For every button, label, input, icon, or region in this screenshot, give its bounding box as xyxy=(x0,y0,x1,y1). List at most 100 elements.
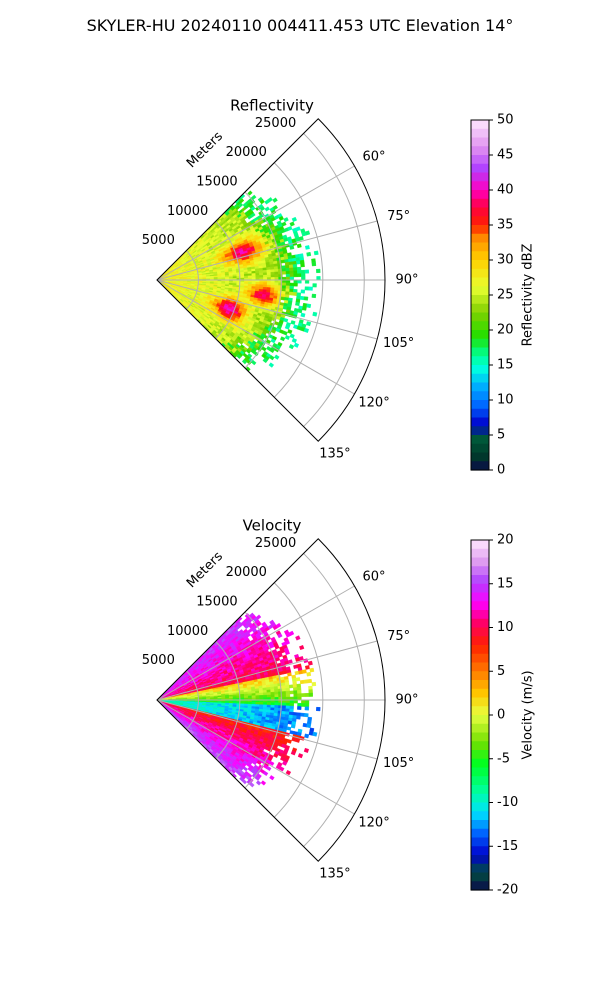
data-cell xyxy=(232,696,237,699)
data-cell xyxy=(298,236,304,241)
data-cell xyxy=(281,285,287,289)
data-cell xyxy=(266,689,271,693)
data-cell xyxy=(289,267,294,272)
data-cell xyxy=(247,190,253,196)
data-cell xyxy=(293,342,300,348)
colorbar-segment xyxy=(471,330,489,340)
data-cell xyxy=(303,296,309,301)
data-cell xyxy=(285,285,291,290)
data-cell xyxy=(295,301,300,307)
angle-tick-label: 75° xyxy=(387,209,410,224)
data-cell xyxy=(312,283,317,288)
data-cell xyxy=(287,329,293,335)
colorbar-segment xyxy=(471,172,489,182)
radial-tick-label: 5000 xyxy=(142,233,175,248)
data-cell xyxy=(291,337,298,344)
data-cell xyxy=(289,333,295,339)
radial-tick-label: 15000 xyxy=(196,175,237,190)
data-cell xyxy=(287,225,293,231)
data-cell xyxy=(281,688,287,692)
data-cell xyxy=(297,273,302,278)
colorbar-tick-label: 45 xyxy=(497,148,514,163)
data-cell xyxy=(270,274,275,278)
data-cell xyxy=(274,285,279,289)
data-cell xyxy=(280,259,286,264)
data-cell xyxy=(283,318,289,323)
colorbar-segment xyxy=(471,347,489,357)
data-cell xyxy=(285,273,291,278)
data-cell xyxy=(281,271,287,275)
data-cell xyxy=(274,688,279,693)
data-cell xyxy=(285,705,291,710)
colorbar-segment xyxy=(471,321,489,331)
data-cell xyxy=(285,270,291,275)
data-cell xyxy=(262,272,268,276)
data-cell xyxy=(240,275,245,279)
data-cell xyxy=(279,336,286,342)
data-cell xyxy=(311,258,316,263)
data-cell xyxy=(266,282,272,286)
data-cell xyxy=(281,705,287,709)
data-cell xyxy=(297,308,303,314)
colorbar-segment xyxy=(471,303,489,314)
data-cell xyxy=(274,691,279,695)
data-cell xyxy=(304,245,310,250)
data-cell xyxy=(312,311,318,317)
colorbar-segment xyxy=(471,207,489,217)
chart-title: Velocity xyxy=(243,517,302,535)
data-cell xyxy=(270,269,275,273)
data-cell xyxy=(259,702,264,705)
data-cell xyxy=(274,702,279,706)
colorbar-segment xyxy=(471,312,489,322)
data-cell xyxy=(293,273,298,278)
radial-tick-label: 25000 xyxy=(255,116,296,131)
data-cell xyxy=(304,279,310,284)
colorbar-segment xyxy=(471,233,489,244)
data-cell xyxy=(268,362,275,368)
data-cell xyxy=(289,702,294,707)
data-cell xyxy=(282,330,288,336)
data-cell xyxy=(292,264,298,268)
data-cell xyxy=(300,289,306,294)
angle-tick-label: 120° xyxy=(358,396,389,411)
colorbar-segment xyxy=(471,452,489,462)
data-cell xyxy=(251,275,256,279)
colorbar-segment xyxy=(471,198,489,209)
data-cell xyxy=(299,259,305,265)
data-cell xyxy=(282,282,287,287)
data-cell xyxy=(274,282,279,286)
chart-title: Reflectivity xyxy=(230,97,314,115)
data-cell xyxy=(259,282,264,285)
colorbar-segment xyxy=(471,391,489,401)
data-cell xyxy=(304,230,311,236)
data-cell xyxy=(263,694,268,698)
data-cell xyxy=(285,690,291,695)
data-cell xyxy=(270,704,275,709)
data-cell xyxy=(255,282,260,285)
data-cell xyxy=(289,708,294,713)
colorbar-segment xyxy=(471,443,489,454)
data-cell xyxy=(283,217,289,223)
data-cell xyxy=(287,672,292,677)
data-cell xyxy=(259,275,264,278)
data-cell xyxy=(290,320,296,325)
data-cell xyxy=(296,260,301,265)
data-cell xyxy=(304,269,310,274)
data-cell xyxy=(300,263,305,268)
data-cell xyxy=(305,321,312,327)
colorbar-segment xyxy=(471,146,489,156)
data-cell xyxy=(247,273,253,277)
radial-tick-label: 20000 xyxy=(226,145,267,160)
data-cell xyxy=(259,272,264,276)
data-cell xyxy=(274,354,280,360)
panel-velocity: Velocity60°75°90°105°120°135°50001000015… xyxy=(142,517,536,898)
colorbar-segment xyxy=(471,417,489,427)
colorbar-segment xyxy=(471,155,489,165)
data-cell xyxy=(289,705,294,710)
data-cell xyxy=(289,221,295,227)
data-cell xyxy=(299,295,305,301)
data-cell xyxy=(289,245,295,250)
data-cell xyxy=(293,267,298,272)
